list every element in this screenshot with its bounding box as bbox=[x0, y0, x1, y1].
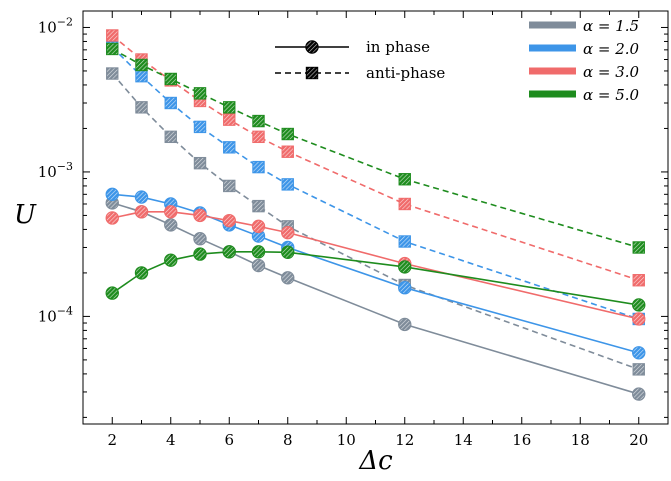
in-phase-point bbox=[105, 187, 119, 202]
phase-legend-label: in phase bbox=[366, 38, 430, 56]
alpha-legend-label: α = 5.0 bbox=[583, 86, 640, 104]
anti-phase-point bbox=[632, 274, 645, 287]
in-phase-point bbox=[105, 286, 119, 300]
in-phase-point bbox=[134, 190, 149, 204]
anti-phase-point bbox=[252, 130, 265, 144]
anti-phase-line bbox=[111, 72, 640, 371]
anti-phase-point bbox=[135, 58, 148, 72]
ticks-layer: 2 4 6 8 10 12 14 16 18 20 10−2 10−3 10−4 bbox=[38, 11, 669, 449]
anti-phase-point bbox=[106, 67, 119, 80]
x-tick-label: 18 bbox=[571, 431, 590, 449]
in-phase-point bbox=[164, 253, 178, 267]
in-phase-point bbox=[251, 258, 266, 273]
x-tick-label: 10 bbox=[337, 431, 356, 449]
phase-legend-label: anti-phase bbox=[366, 64, 445, 82]
series-2 bbox=[105, 41, 646, 360]
anti-phase-point bbox=[164, 130, 177, 144]
anti-phase-point bbox=[632, 241, 645, 254]
x-tick-label: 6 bbox=[224, 431, 234, 449]
series-1 bbox=[105, 67, 646, 401]
x-axis-label: Δc bbox=[358, 446, 393, 476]
in-phase-point bbox=[632, 298, 646, 312]
anti-phase-point bbox=[164, 72, 177, 86]
anti-phase-point bbox=[398, 235, 411, 248]
in-phase-point bbox=[134, 205, 149, 219]
in-phase-point bbox=[105, 211, 119, 225]
in-phase-point bbox=[251, 219, 266, 234]
anti-phase-point bbox=[223, 113, 236, 126]
anti-phase-point bbox=[252, 114, 265, 128]
x-tick-label: 12 bbox=[395, 431, 414, 449]
alpha-legend-label: α = 1.5 bbox=[583, 17, 639, 35]
anti-phase-point bbox=[398, 197, 411, 211]
in-phase-point bbox=[222, 213, 236, 228]
in-phase-point bbox=[193, 208, 207, 223]
in-phase-point bbox=[398, 281, 412, 295]
in-phase-point bbox=[632, 387, 646, 401]
anti-phase-point bbox=[281, 127, 294, 141]
x-tick-label: 16 bbox=[512, 431, 531, 449]
x-tick-label: 2 bbox=[107, 431, 117, 449]
in-phase-point bbox=[632, 312, 646, 326]
in-phase-point bbox=[632, 346, 646, 360]
in-phase-point bbox=[193, 232, 207, 246]
anti-phase-point bbox=[164, 96, 177, 110]
in-phase-point bbox=[164, 205, 178, 219]
anti-phase-point bbox=[223, 179, 236, 193]
in-phase-point bbox=[134, 266, 149, 280]
anti-phase-point bbox=[398, 173, 411, 186]
y-tick-label: 10−4 bbox=[38, 304, 73, 325]
alpha-legend: α = 1.5 α = 2.0 α = 3.0 α = 5.0 bbox=[529, 17, 640, 104]
series-layer bbox=[105, 29, 646, 401]
in-phase-point bbox=[222, 245, 236, 259]
anti-phase-point bbox=[193, 156, 207, 170]
in-phase-line bbox=[112, 202, 640, 395]
anti-phase-point bbox=[252, 199, 265, 213]
x-tick-label: 8 bbox=[283, 431, 293, 449]
y-axis-label: U bbox=[14, 200, 37, 230]
in-phase-point bbox=[251, 245, 266, 259]
in-phase-point bbox=[398, 317, 412, 332]
phase-legend-marker bbox=[305, 40, 319, 54]
alpha-legend-label: α = 2.0 bbox=[583, 40, 640, 58]
anti-phase-point bbox=[106, 42, 119, 56]
in-phase-point bbox=[193, 247, 207, 261]
anti-phase-point bbox=[252, 160, 265, 174]
anti-phase-point bbox=[632, 363, 645, 376]
anti-phase-point bbox=[135, 69, 148, 83]
phase-legend: in phase anti-phase bbox=[275, 38, 445, 82]
anti-phase-point bbox=[281, 145, 294, 158]
in-phase-point bbox=[398, 260, 412, 274]
anti-phase-point bbox=[135, 101, 148, 114]
in-phase-point bbox=[281, 225, 295, 240]
in-phase-point bbox=[164, 218, 178, 232]
in-phase-line bbox=[112, 193, 640, 354]
anti-phase-point bbox=[281, 178, 294, 191]
anti-phase-point bbox=[193, 120, 207, 134]
in-phase-point bbox=[281, 245, 295, 259]
anti-phase-point bbox=[193, 87, 207, 100]
phase-legend-marker bbox=[305, 66, 319, 80]
x-tick-label: 14 bbox=[454, 431, 473, 449]
y-tick-label: 10−2 bbox=[38, 15, 73, 36]
x-tick-label: 4 bbox=[166, 431, 176, 449]
y-tick-label: 10−3 bbox=[38, 160, 73, 181]
anti-phase-point bbox=[223, 101, 236, 114]
anti-phase-point bbox=[106, 29, 119, 42]
alpha-legend-label: α = 3.0 bbox=[583, 63, 640, 81]
in-phase-point bbox=[281, 271, 295, 285]
anti-phase-point bbox=[223, 141, 236, 154]
x-tick-label: 20 bbox=[629, 431, 648, 449]
